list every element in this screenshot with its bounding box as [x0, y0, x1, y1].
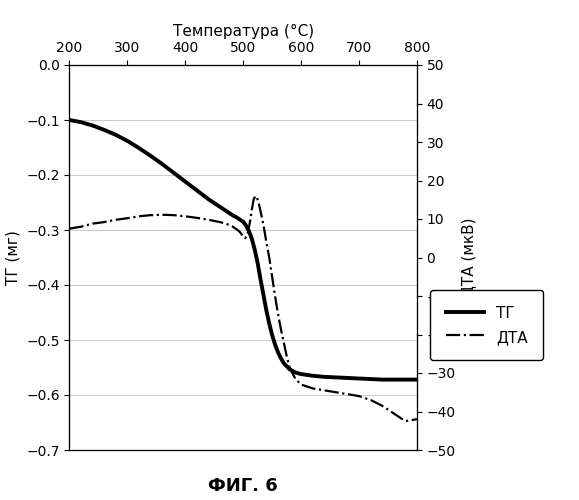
ТГ [78, 119, 85, 125]
ТГ [193, 188, 200, 194]
ТГ [367, 376, 374, 382]
ТГ [309, 372, 316, 378]
ТГ [228, 212, 235, 218]
ТГ [182, 178, 189, 184]
ТГ [286, 366, 293, 372]
ТГ [135, 145, 142, 151]
ТГ [344, 375, 351, 381]
ДТА [274, 310, 281, 316]
ТГ [222, 208, 229, 214]
ТГ [240, 219, 247, 225]
ТГ [248, 236, 255, 242]
ДТА [193, 215, 200, 221]
ТГ [390, 376, 397, 382]
ТГ [321, 374, 328, 380]
ТГ [269, 332, 276, 338]
ТГ [147, 153, 154, 159]
Line: ТГ: ТГ [69, 120, 417, 380]
ТГ [124, 138, 131, 144]
ТГ [277, 355, 284, 361]
ТГ [402, 376, 409, 382]
Y-axis label: ТГ (мг): ТГ (мг) [6, 230, 21, 285]
ТГ [251, 247, 258, 253]
ТГ [280, 360, 287, 366]
ТГ [245, 228, 252, 234]
Legend: ТГ, ДТА: ТГ, ДТА [430, 290, 543, 360]
ТГ [66, 117, 73, 123]
Y-axis label: ДТА (мкВ): ДТА (мкВ) [461, 218, 477, 297]
ТГ [101, 127, 108, 133]
X-axis label: Температура (°C): Температура (°C) [173, 24, 314, 38]
ТГ [254, 260, 261, 266]
ДТА [413, 416, 420, 422]
ТГ [234, 215, 241, 221]
ТГ [217, 204, 223, 210]
Text: ФИГ. 6: ФИГ. 6 [208, 477, 278, 495]
ТГ [266, 320, 273, 326]
ДТА [228, 223, 235, 229]
ТГ [274, 349, 281, 355]
ДТА [402, 418, 409, 424]
ТГ [260, 292, 267, 298]
ДТА [252, 193, 259, 199]
ТГ [89, 122, 96, 128]
ТГ [292, 370, 299, 376]
ТГ [356, 376, 362, 382]
ДТА [66, 226, 73, 232]
ТГ [263, 308, 270, 314]
ТГ [379, 376, 386, 382]
ТГ [257, 276, 264, 282]
ТГ [205, 196, 212, 202]
ТГ [413, 376, 420, 382]
Line: ДТА: ДТА [69, 196, 417, 421]
ТГ [159, 161, 166, 167]
ДТА [283, 352, 290, 358]
ДТА [234, 227, 241, 233]
ТГ [170, 170, 177, 176]
ТГ [112, 132, 119, 138]
ДТА [390, 410, 397, 416]
ТГ [243, 222, 250, 228]
ТГ [298, 371, 305, 377]
ТГ [332, 374, 339, 380]
ТГ [272, 342, 278, 347]
